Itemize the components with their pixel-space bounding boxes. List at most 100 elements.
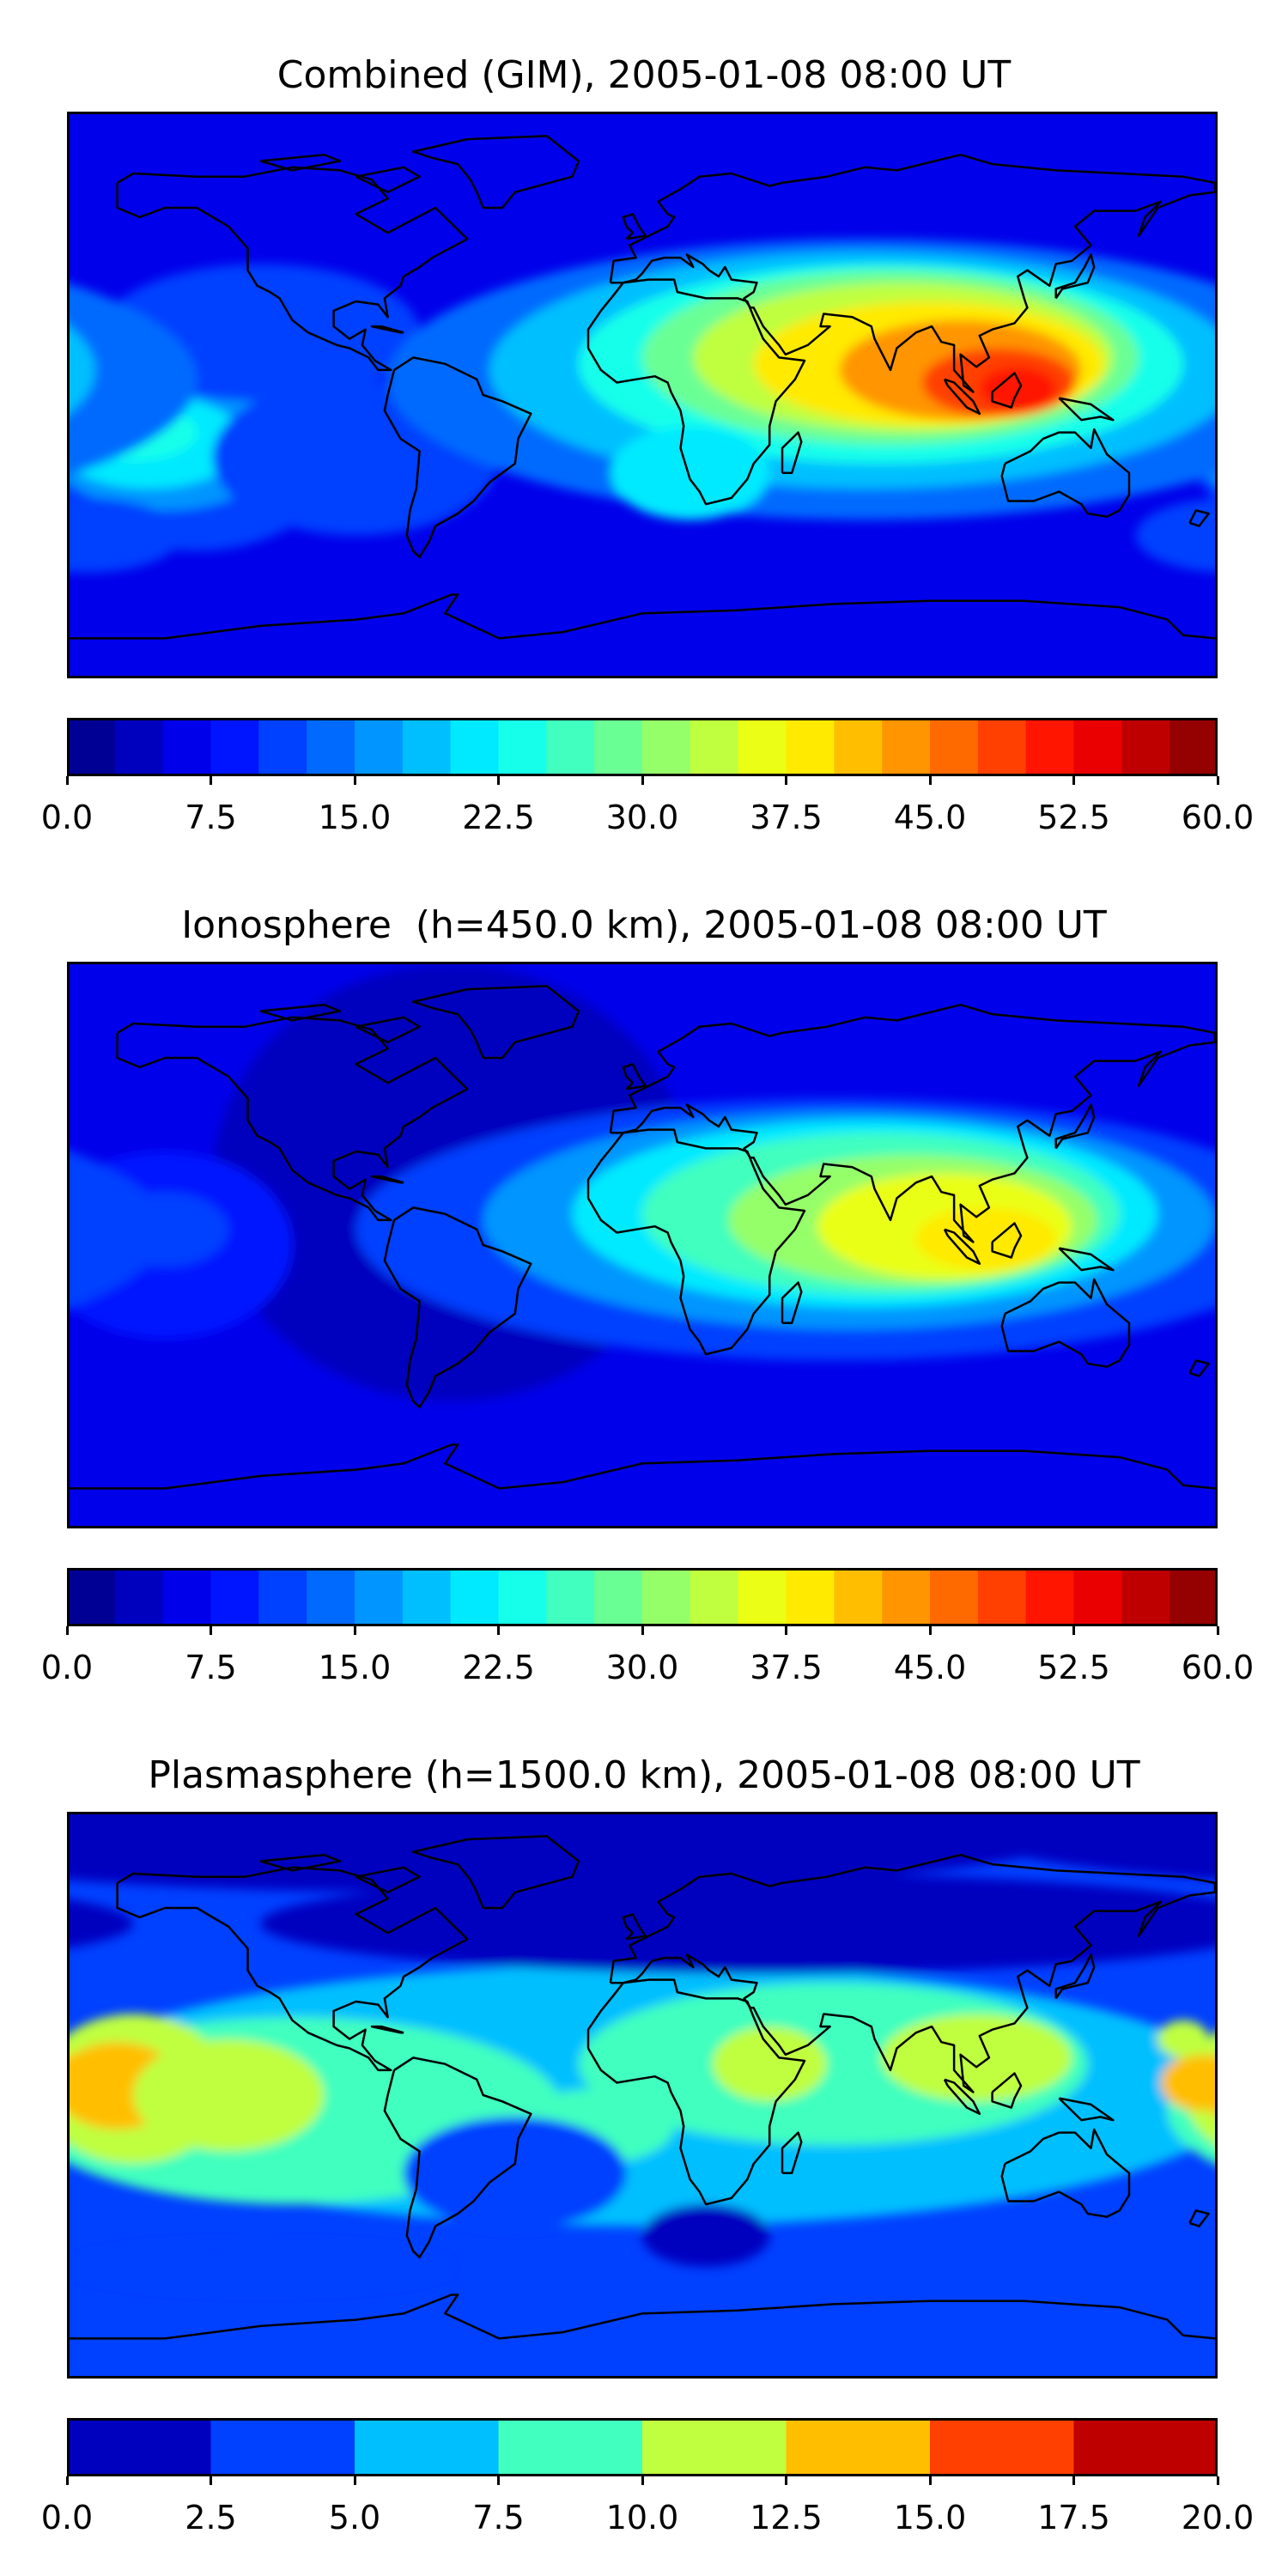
contour-region <box>712 2026 827 2102</box>
colorbar-svg-combined <box>67 718 1218 776</box>
colorbar-segment <box>1073 718 1122 776</box>
coastline <box>609 153 1215 393</box>
colorbar-segment <box>402 1568 452 1626</box>
coastline <box>622 1913 647 1941</box>
coastline <box>355 1866 421 1894</box>
coastline <box>622 213 647 240</box>
field-contours <box>70 1814 1215 2292</box>
colorbar-tick-label: 2.5 <box>185 2499 237 2537</box>
coastline <box>370 2025 404 2034</box>
colorbar-segment <box>402 718 452 776</box>
colorbar-tick-mark <box>210 1626 212 1635</box>
colorbar-tick-mark <box>641 2476 644 2485</box>
coastline <box>259 1003 342 1022</box>
colorbar-tick-label: 12.5 <box>750 2499 823 2537</box>
colorbar-segment <box>355 1568 404 1626</box>
colorbar-tick-label: 7.5 <box>185 1649 237 1686</box>
colorbar-tick-label: 60.0 <box>1181 1649 1255 1686</box>
coastline <box>943 2078 981 2116</box>
contour-region <box>70 283 197 475</box>
contour-region <box>404 2117 627 2230</box>
colorbar-segment <box>1073 2418 1218 2476</box>
colorbar-segment <box>690 1568 739 1626</box>
colorbar-segment <box>355 718 404 776</box>
colorbar-ionosphere <box>67 1568 1218 1626</box>
colorbar-segment <box>450 718 500 776</box>
coastline <box>991 372 1023 409</box>
colorbar-tick-mark <box>353 1626 356 1635</box>
colorbar-tick-label: 10.0 <box>605 2499 679 2537</box>
colorbar-segment <box>546 718 595 776</box>
coastline <box>1054 1103 1096 1150</box>
colorbar-segment <box>114 1568 164 1626</box>
contour-region <box>70 497 181 574</box>
field-contours <box>70 239 1215 574</box>
contour-region <box>1161 2054 1215 2111</box>
coastline <box>411 1835 580 1910</box>
colorbar-ticks-combined: 0.0 7.5 15.0 22.5 30.0 37.5 45.0 52.5 60.0 <box>41 776 1254 850</box>
colorbar-tick-mark <box>641 1626 644 1635</box>
colorbar-segment <box>930 718 979 776</box>
colorbar-segment <box>642 2418 787 2476</box>
colorbar-tick-mark <box>641 776 644 785</box>
chart-title: Ionosphere (h=450.0 km), 2005-01-08 08:0… <box>181 903 1107 947</box>
coastline <box>1188 1359 1210 1377</box>
colorbar-tick-mark <box>928 1626 932 1635</box>
colorbar-segment <box>977 1568 1027 1626</box>
colorbar-segment <box>642 1568 691 1626</box>
colorbar-segment <box>834 718 883 776</box>
colorbar-frame <box>67 1568 1218 1626</box>
colorbar-segment <box>690 718 739 776</box>
colorbar-tick-label: 5.0 <box>328 2499 381 2537</box>
coastline <box>991 2072 1023 2109</box>
contour-region <box>70 2057 92 2109</box>
contour-region <box>1135 498 1215 573</box>
contour-region <box>70 2241 452 2292</box>
colorbar-segment <box>1025 718 1075 776</box>
colorbar-segment <box>594 1568 643 1626</box>
coastline <box>383 1206 532 1409</box>
colorbar-segment <box>642 718 691 776</box>
colorbar-tick-label: 7.5 <box>472 2499 525 2537</box>
coastline <box>1054 1953 1096 2000</box>
coastline <box>383 2057 532 2259</box>
colorbar-tick-label: 7.5 <box>185 799 237 836</box>
coastline <box>370 325 404 334</box>
colorbar-tick-label: 60.0 <box>1181 799 1255 836</box>
chart-title: Combined (GIM), 2005-01-08 08:00 UT <box>276 53 1012 97</box>
colorbar-tick-mark <box>65 776 69 785</box>
colorbar-tick-label: 45.0 <box>893 799 967 836</box>
colorbar-segment <box>498 1568 547 1626</box>
colorbar-ticks-ionosphere: 0.0 7.5 15.0 22.5 30.0 37.5 45.0 52.5 60.0 <box>41 1626 1254 1700</box>
colorbar-tick-mark <box>1072 2476 1075 2485</box>
map-svg-ionosphere <box>70 964 1215 1526</box>
coastline <box>781 431 803 475</box>
contour-region <box>70 1814 1088 1893</box>
colorbar-frame <box>67 2418 1218 2476</box>
colorbar-tick-mark <box>353 776 356 785</box>
contour-region <box>70 1151 165 1309</box>
coastline <box>586 278 806 506</box>
colorbar-segment <box>1073 1568 1122 1626</box>
map-svg-combined <box>70 114 1215 676</box>
colorbar-segment <box>498 718 547 776</box>
colorbar-segment <box>162 718 212 776</box>
coastline <box>1000 428 1131 518</box>
colorbar-segment <box>786 2418 931 2476</box>
colorbar-segment <box>834 1568 883 1626</box>
contour-region <box>979 367 1056 411</box>
colorbar-tick-mark <box>928 776 932 785</box>
colorbar-segment <box>977 718 1027 776</box>
coastline <box>355 1016 421 1044</box>
colorbar-tick-label: 52.5 <box>1037 799 1110 836</box>
colorbar-segment <box>786 1568 835 1626</box>
coastline <box>116 1016 469 1222</box>
colorbar-tick-label: 15.0 <box>893 2499 967 2537</box>
colorbar-plasmasphere <box>67 2418 1218 2476</box>
colorbar-segment <box>258 718 307 776</box>
coastline <box>411 985 580 1060</box>
map-panel-combined <box>67 112 1218 678</box>
map-svg-plasmasphere <box>70 1814 1215 2376</box>
contour-region <box>915 1207 1056 1271</box>
colorbar-tick-mark <box>65 2476 69 2485</box>
